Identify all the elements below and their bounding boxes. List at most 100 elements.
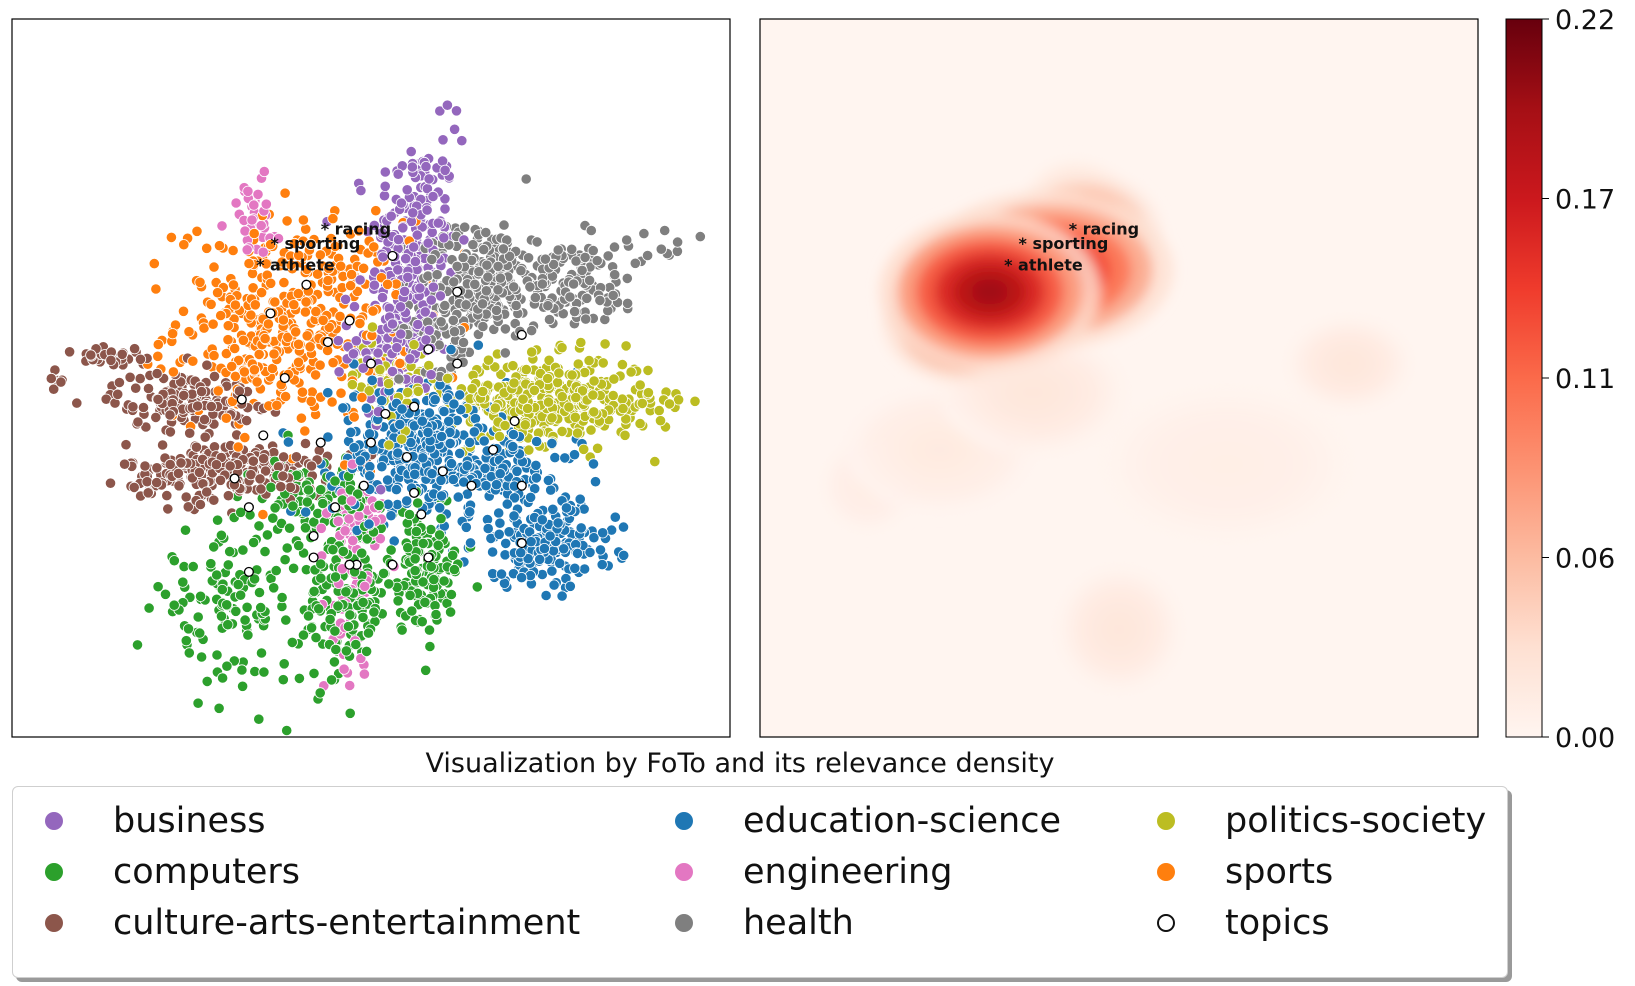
point-business bbox=[376, 227, 388, 239]
point-sports bbox=[257, 508, 269, 521]
colorbar-tick-label: 0.17 bbox=[1555, 185, 1615, 216]
point-sports bbox=[301, 330, 313, 342]
point-politics-society bbox=[542, 372, 554, 385]
point-sports bbox=[243, 257, 255, 270]
point-politics-society bbox=[477, 385, 489, 398]
point-health bbox=[457, 251, 469, 264]
point-health bbox=[531, 236, 543, 248]
point-health bbox=[638, 228, 650, 240]
point-health bbox=[591, 255, 603, 267]
point-business bbox=[427, 281, 439, 293]
point-sports bbox=[334, 310, 346, 322]
point-engineering bbox=[358, 668, 370, 680]
point-sports bbox=[229, 299, 241, 311]
point-education-science bbox=[587, 458, 600, 470]
point-computers bbox=[340, 586, 352, 598]
point-health bbox=[583, 274, 596, 286]
point-health bbox=[525, 324, 538, 337]
point-computers bbox=[299, 522, 312, 534]
point-sports bbox=[208, 261, 220, 273]
point-health bbox=[608, 241, 621, 253]
point-sports bbox=[290, 326, 302, 338]
point-computers bbox=[253, 713, 265, 725]
annotation-label: * athlete bbox=[256, 255, 335, 274]
point-business bbox=[375, 484, 387, 496]
point-sports bbox=[253, 348, 265, 360]
point-engineering bbox=[257, 246, 269, 258]
point-education-science bbox=[385, 510, 397, 522]
point-computers bbox=[195, 590, 207, 602]
point-sports bbox=[208, 349, 220, 362]
point-sports bbox=[229, 370, 241, 382]
point-politics-society bbox=[608, 373, 620, 385]
point-computers bbox=[177, 576, 189, 588]
point-education-science bbox=[447, 473, 459, 486]
point-computers bbox=[267, 512, 279, 524]
point-culture-arts-entertainment bbox=[140, 421, 152, 433]
point-computers bbox=[235, 589, 247, 601]
point-health bbox=[587, 245, 599, 257]
topic-marker bbox=[365, 437, 377, 448]
topic-marker bbox=[516, 538, 527, 549]
point-sports bbox=[335, 387, 347, 399]
point-education-science bbox=[443, 415, 455, 427]
point-computers bbox=[324, 613, 336, 626]
point-computers bbox=[222, 619, 234, 631]
point-health bbox=[594, 294, 606, 306]
point-computers bbox=[258, 666, 270, 678]
point-education-science bbox=[559, 452, 571, 464]
topic-marker bbox=[330, 502, 341, 513]
point-sports bbox=[277, 314, 289, 326]
point-education-science bbox=[376, 461, 388, 473]
point-politics-society bbox=[620, 340, 632, 352]
point-computers bbox=[278, 658, 290, 670]
point-engineering bbox=[260, 198, 272, 210]
point-sports bbox=[322, 274, 334, 287]
point-computers bbox=[248, 536, 260, 549]
point-business bbox=[439, 203, 451, 215]
point-health bbox=[564, 291, 576, 303]
point-business bbox=[378, 190, 391, 202]
point-health bbox=[447, 314, 459, 326]
point-health bbox=[473, 266, 485, 278]
point-computers bbox=[270, 564, 282, 577]
point-culture-arts-entertainment bbox=[205, 400, 217, 413]
point-engineering bbox=[315, 522, 327, 534]
point-engineering bbox=[347, 535, 359, 547]
point-politics-society bbox=[653, 404, 665, 417]
topic-marker bbox=[452, 358, 463, 369]
point-politics-society bbox=[423, 359, 435, 372]
topic-marker bbox=[516, 329, 527, 340]
point-politics-society bbox=[572, 358, 584, 370]
point-computers bbox=[368, 606, 380, 618]
point-education-science bbox=[558, 543, 570, 555]
point-politics-society bbox=[566, 369, 578, 381]
point-computers bbox=[432, 539, 444, 551]
point-sports bbox=[260, 258, 272, 270]
point-politics-society bbox=[493, 430, 506, 442]
point-politics-society bbox=[570, 391, 582, 404]
point-sports bbox=[187, 355, 199, 367]
point-culture-arts-entertainment bbox=[142, 382, 155, 395]
point-education-science bbox=[486, 546, 499, 558]
point-education-science bbox=[588, 532, 600, 544]
topic-marker bbox=[416, 509, 427, 520]
point-politics-society bbox=[654, 415, 667, 427]
point-computers bbox=[360, 645, 373, 658]
point-computers bbox=[356, 547, 368, 559]
point-engineering bbox=[339, 525, 351, 537]
point-sports bbox=[152, 350, 164, 362]
point-politics-society bbox=[363, 385, 375, 397]
point-sports bbox=[150, 283, 162, 295]
point-computers bbox=[239, 614, 251, 626]
point-sports bbox=[305, 238, 317, 250]
point-computers bbox=[435, 513, 447, 525]
point-computers bbox=[424, 640, 436, 653]
point-sports bbox=[296, 386, 309, 398]
point-culture-arts-entertainment bbox=[116, 348, 128, 360]
point-education-science bbox=[454, 389, 466, 401]
point-computers bbox=[201, 675, 213, 688]
point-health bbox=[567, 278, 580, 290]
point-culture-arts-entertainment bbox=[198, 413, 211, 426]
point-engineering bbox=[216, 220, 228, 232]
